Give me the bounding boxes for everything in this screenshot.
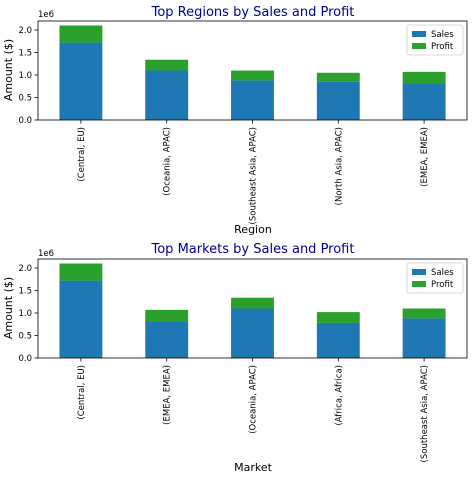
y-tick-label: 1.5 bbox=[18, 49, 32, 59]
x-ticks: (Central, EU) (Oceania, APAC) (Southeast A… bbox=[77, 120, 430, 224]
y-tick-label: 0.0 bbox=[18, 116, 32, 126]
y-tick-label: 2.0 bbox=[18, 26, 32, 36]
y-tick-label: 1.0 bbox=[18, 309, 32, 319]
legend-label-sales: Sales bbox=[431, 268, 454, 278]
legend-label-profit: Profit bbox=[431, 280, 454, 290]
y-tick-label: 1.5 bbox=[18, 287, 32, 297]
y-axis-label: Amount ($) bbox=[2, 277, 15, 339]
x-tick-label: (Oceania, APAC) bbox=[249, 365, 259, 434]
chart-top-markets: Top Markets by Sales and Profit 1e6 Amou… bbox=[2, 242, 468, 474]
bar-sales-2 bbox=[231, 80, 274, 120]
bars bbox=[59, 263, 446, 358]
y-tick-label: 0.5 bbox=[18, 94, 32, 104]
chart-top-regions: Top Regions by Sales and Profit 1e6 Amou… bbox=[2, 5, 468, 236]
x-tick-label: (Central, EU) bbox=[77, 127, 87, 182]
legend: Sales Profit bbox=[406, 262, 464, 294]
bar-profit-0 bbox=[59, 263, 103, 281]
bar-profit-4 bbox=[402, 71, 446, 84]
bar-sales-3 bbox=[316, 81, 360, 120]
bar-sales-4 bbox=[402, 84, 446, 120]
x-tick-label: (Southeast Asia, APAC) bbox=[249, 127, 259, 224]
x-axis-label: Region bbox=[234, 223, 272, 236]
y-tick-label: 1.0 bbox=[18, 71, 32, 81]
bars bbox=[59, 25, 446, 120]
y-offset-label: 1e6 bbox=[38, 10, 54, 20]
y-tick-label: 2.0 bbox=[18, 264, 32, 274]
legend-swatch-sales bbox=[412, 31, 426, 37]
legend-swatch-sales bbox=[412, 269, 426, 275]
bar-sales-0 bbox=[59, 42, 103, 120]
bar-sales-0 bbox=[59, 280, 103, 358]
y-ticks: 0.0 0.5 1.0 1.5 2.0 bbox=[18, 264, 38, 364]
legend-swatch-profit bbox=[412, 281, 426, 287]
x-tick-label: (Southeast Asia, APAC) bbox=[420, 365, 430, 462]
legend: Sales Profit bbox=[406, 24, 464, 56]
x-tick-label: (Africa, Africa) bbox=[334, 365, 344, 426]
x-tick-label: (EMEA, EMEA) bbox=[420, 127, 430, 187]
chart-title: Top Markets by Sales and Profit bbox=[151, 242, 355, 257]
x-tick-label: (EMEA, EMEA) bbox=[163, 365, 173, 425]
bar-profit-4 bbox=[402, 308, 446, 319]
bar-profit-2 bbox=[231, 297, 274, 309]
legend-swatch-profit bbox=[412, 43, 426, 49]
y-offset-label: 1e6 bbox=[38, 249, 54, 259]
chart-title: Top Regions by Sales and Profit bbox=[151, 5, 355, 20]
bar-profit-2 bbox=[231, 70, 274, 81]
x-tick-label: (Oceania, APAC) bbox=[163, 127, 173, 196]
x-tick-label: (North Asia, APAC) bbox=[334, 127, 344, 205]
plot-frame bbox=[37, 258, 468, 359]
plot-frame bbox=[37, 20, 468, 121]
bar-profit-1 bbox=[145, 309, 189, 322]
bar-sales-4 bbox=[402, 318, 446, 358]
x-tick-label: (Central, EU) bbox=[77, 365, 87, 420]
y-ticks: 0.0 0.5 1.0 1.5 2.0 bbox=[18, 26, 38, 126]
bar-sales-1 bbox=[145, 70, 189, 120]
y-axis-label: Amount ($) bbox=[2, 39, 15, 101]
legend-label-sales: Sales bbox=[431, 30, 454, 40]
bar-sales-2 bbox=[231, 308, 274, 358]
y-tick-label: 0.5 bbox=[18, 332, 32, 342]
bar-profit-3 bbox=[316, 312, 360, 323]
legend-label-profit: Profit bbox=[431, 42, 454, 52]
x-ticks: (Central, EU) (EMEA, EMEA) (Oceania, APAC)… bbox=[77, 358, 430, 462]
y-tick-label: 0.0 bbox=[18, 354, 32, 364]
bar-sales-1 bbox=[145, 322, 189, 358]
x-axis-label: Market bbox=[234, 461, 272, 474]
bar-sales-3 bbox=[316, 322, 360, 358]
bar-profit-0 bbox=[59, 25, 103, 43]
bar-profit-3 bbox=[316, 72, 360, 82]
bar-profit-1 bbox=[145, 59, 189, 71]
